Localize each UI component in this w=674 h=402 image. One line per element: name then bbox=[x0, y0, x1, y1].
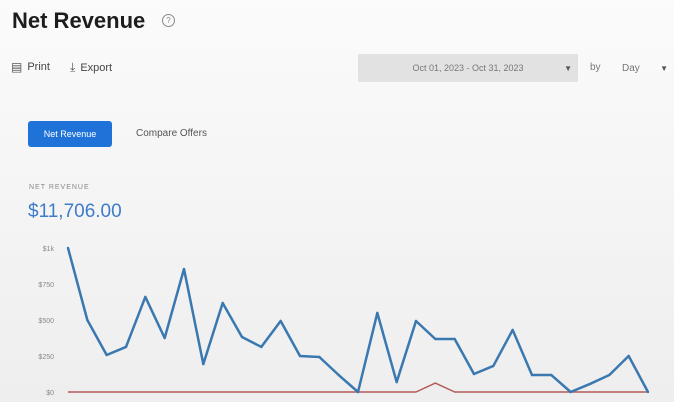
data-point[interactable] bbox=[395, 380, 398, 384]
y-tick-label: $750 bbox=[38, 282, 54, 289]
data-point[interactable] bbox=[240, 335, 244, 339]
question-circle-icon[interactable]: ? bbox=[162, 14, 175, 27]
granularity-value: Day bbox=[622, 62, 640, 74]
date-range-value: Oct 01, 2023 - Oct 31, 2023 bbox=[412, 63, 524, 73]
data-point[interactable] bbox=[279, 319, 282, 323]
data-point[interactable] bbox=[124, 345, 128, 349]
data-point[interactable] bbox=[492, 364, 495, 368]
data-point[interactable] bbox=[260, 345, 263, 349]
data-point[interactable] bbox=[66, 246, 70, 250]
chevron-down-icon: ▼ bbox=[564, 63, 572, 73]
kpi-value: $11,706.00 bbox=[28, 201, 122, 222]
data-point[interactable] bbox=[163, 336, 166, 340]
data-point[interactable] bbox=[144, 295, 147, 299]
printer-icon: ▤ bbox=[11, 60, 23, 74]
data-point[interactable] bbox=[414, 319, 418, 323]
y-tick-label: $250 bbox=[38, 354, 54, 361]
by-label: by bbox=[590, 62, 601, 73]
data-point[interactable] bbox=[337, 373, 340, 377]
data-point[interactable] bbox=[221, 301, 224, 305]
chevron-down-icon: ▼ bbox=[660, 63, 668, 73]
data-point[interactable] bbox=[318, 355, 321, 359]
data-point[interactable] bbox=[298, 354, 302, 358]
data-point[interactable] bbox=[608, 373, 611, 377]
tab-net-revenue[interactable]: Net Revenue bbox=[28, 121, 112, 147]
data-point[interactable] bbox=[511, 328, 514, 332]
data-point[interactable] bbox=[646, 390, 650, 394]
data-point[interactable] bbox=[550, 373, 553, 377]
y-tick-label: $0 bbox=[46, 390, 54, 397]
export-label: Export bbox=[80, 61, 113, 74]
print-button[interactable]: ▤ Print bbox=[11, 60, 50, 74]
kpi-label: NET REVENUE bbox=[29, 184, 90, 191]
data-point[interactable] bbox=[376, 311, 379, 315]
y-tick-label: $500 bbox=[38, 318, 54, 325]
data-point[interactable] bbox=[453, 337, 456, 341]
page-title: Net Revenue bbox=[12, 8, 146, 33]
data-point[interactable] bbox=[434, 337, 437, 341]
data-point[interactable] bbox=[105, 353, 108, 357]
data-point[interactable] bbox=[182, 267, 186, 271]
data-point[interactable] bbox=[569, 390, 572, 394]
date-range-select[interactable]: Oct 01, 2023 - Oct 31, 2023 ▼ bbox=[358, 54, 578, 82]
download-icon: ⤓ bbox=[70, 60, 76, 74]
granularity-select[interactable]: Day ▼ bbox=[614, 54, 674, 82]
data-point[interactable] bbox=[588, 382, 592, 386]
data-point[interactable] bbox=[202, 362, 205, 366]
export-button[interactable]: ⤓ Export bbox=[70, 60, 112, 75]
data-point[interactable] bbox=[472, 372, 476, 376]
y-tick-label: $1k bbox=[43, 246, 55, 253]
tab-compare-offers[interactable]: Compare Offers bbox=[136, 128, 207, 139]
series-line-0 bbox=[66, 247, 650, 394]
data-point[interactable] bbox=[530, 373, 534, 377]
print-label: Print bbox=[27, 61, 50, 73]
data-point[interactable] bbox=[627, 354, 630, 358]
data-point[interactable] bbox=[86, 318, 89, 322]
data-point[interactable] bbox=[356, 390, 360, 394]
